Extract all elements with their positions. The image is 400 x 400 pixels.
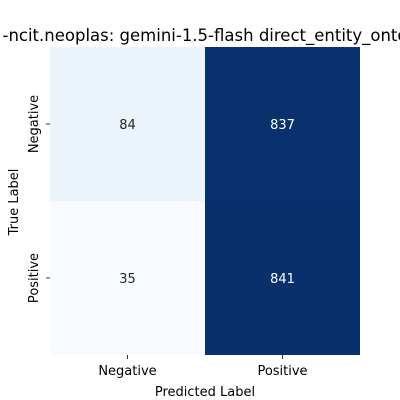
heatmap-cell-0-0 [50,47,205,201]
chart-title: -ncit.neoplas: gemini-1.5-flash direct_e… [2,26,400,46]
cell-value-0-1: 837 [270,118,295,133]
x-axis-label: Predicted Label [155,385,255,400]
axis-ticks: Negative Positive Negative Positive [27,95,308,379]
y-axis-label: True Label [7,169,22,237]
y-tick-label-0: Negative [27,95,42,153]
heatmap-cell-1-0 [50,201,205,355]
y-tick-label-1: Positive [27,253,42,303]
cell-value-0-0: 84 [119,118,136,133]
heatmap-cells: 84 837 35 841 [50,47,360,355]
x-tick-label-0: Negative [98,364,156,379]
cell-value-1-1: 841 [270,272,295,287]
heatmap-cell-1-1 [205,201,360,355]
x-tick-label-1: Positive [257,364,307,379]
cell-value-1-0: 35 [119,272,136,287]
heatmap-cell-0-1 [205,47,360,201]
